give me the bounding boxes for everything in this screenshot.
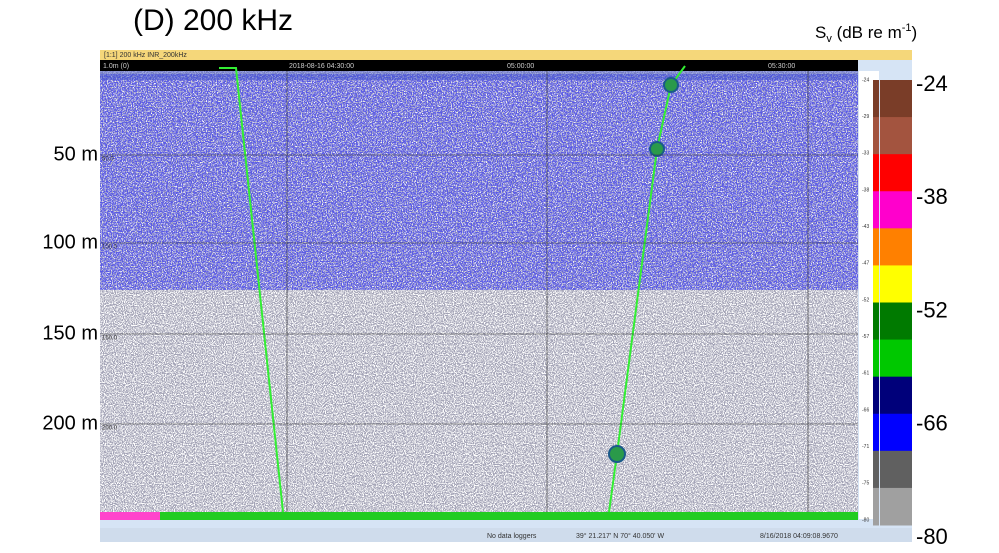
status-text: 8/16/2018 04:09:08.9670 [760,533,838,540]
depth-tick: 100.0 [102,245,118,251]
scale-label: -38 [916,184,948,209]
depth-label: 200 m [42,412,98,434]
scale-swatch [880,339,912,378]
inner-scale-swatch [873,339,879,378]
inner-scale-label: -38 [862,187,869,193]
depth-tick: 50.0 [102,157,114,163]
surface-band [100,71,858,80]
scale-swatch [880,413,912,452]
inner-scale-label: -24 [862,77,869,83]
scale-label: -80 [916,524,948,548]
depth-tick: 150.0 [102,336,118,342]
inner-scale-label: -80 [862,517,869,523]
inner-scale-swatch [873,450,879,489]
inner-scale-label: -47 [862,261,869,267]
inner-scale-swatch [873,154,879,192]
inner-scale-label: -43 [862,224,869,230]
time-bar [100,60,858,71]
depth-tick: 200.0 [102,426,118,432]
inner-scale-swatch [873,228,879,266]
scale-swatch [880,450,912,489]
tag-marker [608,445,626,463]
time-label: 05:00:00 [507,63,534,70]
scale-swatch [880,228,912,266]
status-text: 39° 21.217' N 70° 40.050' W [576,532,664,540]
window-title: [1:1] 200 kHz INR_200kHz [104,52,187,59]
scale-swatch [880,265,912,303]
bottom-bar-mark [100,512,160,520]
inner-scale-label: -66 [862,407,869,413]
inner-scale-swatch [873,265,879,303]
inner-scale-swatch [873,191,879,229]
scale-swatch [880,376,912,415]
time-label: 2018-08-16 04:30:00 [289,63,354,70]
inner-scale-label: -33 [862,151,869,157]
inner-scale-label: -52 [862,297,869,303]
scale-swatch [880,302,912,341]
time-label: 05:30:00 [768,63,795,70]
scale-swatch [880,191,912,229]
scale-swatch [880,80,912,118]
track-line [219,67,284,513]
dynamic-layer: 50 m 50.0 100 m 100.0 150 m 150.0 200 m 200.0 20… [42,63,948,549]
echogram-layer [100,74,858,290]
inner-scale-swatch [873,487,879,526]
inner-scale-swatch [873,413,879,452]
window-titlebar [100,50,912,60]
scale-swatch [880,117,912,155]
scale-swatch [880,154,912,192]
inner-scale-swatch [873,376,879,415]
scale-label: -52 [916,297,948,322]
inner-scale-label: -57 [862,334,869,340]
scale-label: -66 [916,411,948,436]
inner-scale-swatch [873,80,879,118]
tag-marker [649,141,665,157]
range-label: 1.0m (0) [103,63,129,70]
depth-label: 50 m [54,143,98,165]
scale-title: Sv (dB re m-1) [815,22,917,45]
depth-label: 150 m [42,322,98,344]
depth-label: 100 m [42,231,98,253]
scale-swatch [880,487,912,526]
inner-scale-label: -29 [862,114,869,120]
status-bar [100,528,912,542]
inner-scale-swatch [873,302,879,341]
status-text: No data loggers [487,533,537,540]
inner-scale-swatch [873,117,879,155]
inner-scale-label: -75 [862,481,869,487]
tag-marker [663,77,679,93]
inner-scale-label: -61 [862,371,869,377]
bottom-bar [100,512,858,520]
figure-title: (D) 200 kHz [133,4,293,37]
scale-label: -24 [916,71,948,96]
inner-scale-label: -71 [862,444,869,450]
